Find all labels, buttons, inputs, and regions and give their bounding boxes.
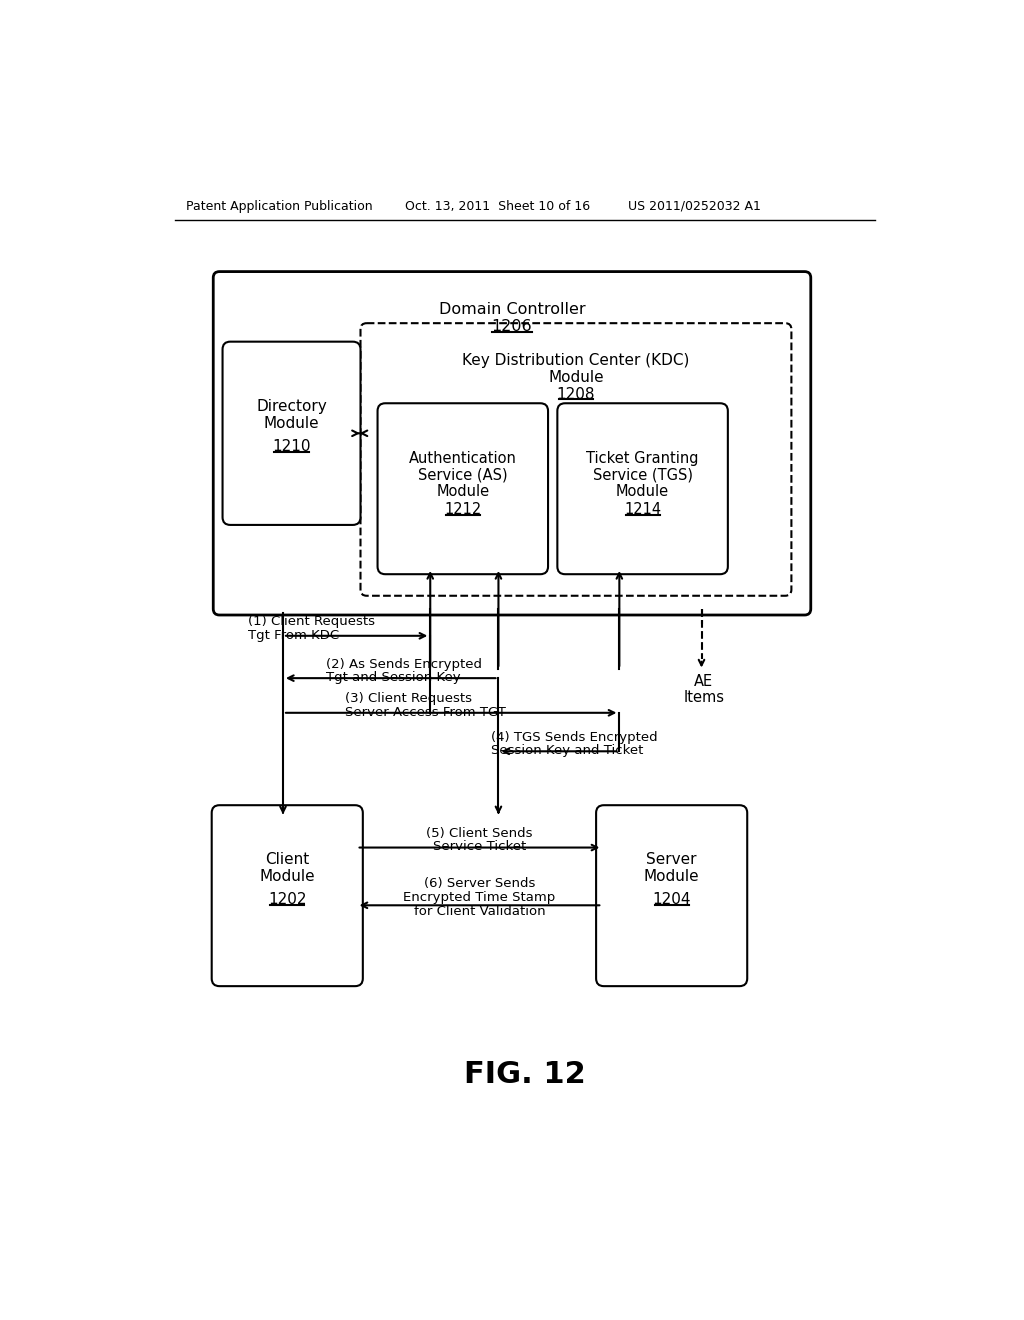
Text: (5) Client Sends: (5) Client Sends: [426, 828, 532, 841]
Text: Oct. 13, 2011  Sheet 10 of 16: Oct. 13, 2011 Sheet 10 of 16: [406, 199, 591, 213]
Text: Module: Module: [548, 370, 604, 384]
Text: 1212: 1212: [444, 502, 481, 517]
Text: Service Ticket: Service Ticket: [433, 841, 526, 853]
Text: Module: Module: [264, 416, 319, 430]
Text: (3) Client Requests: (3) Client Requests: [345, 693, 472, 705]
Text: FIG. 12: FIG. 12: [464, 1060, 586, 1089]
Text: AE: AE: [694, 675, 714, 689]
Text: Module: Module: [644, 869, 699, 883]
Text: (6) Server Sends: (6) Server Sends: [424, 878, 536, 890]
FancyBboxPatch shape: [222, 342, 360, 525]
Text: 1202: 1202: [268, 891, 306, 907]
FancyBboxPatch shape: [360, 323, 792, 595]
FancyBboxPatch shape: [557, 404, 728, 574]
FancyBboxPatch shape: [213, 272, 811, 615]
Text: Domain Controller: Domain Controller: [438, 302, 586, 317]
Text: Authentication: Authentication: [409, 451, 517, 466]
Text: US 2011/0252032 A1: US 2011/0252032 A1: [628, 199, 761, 213]
FancyBboxPatch shape: [212, 805, 362, 986]
Text: Directory: Directory: [256, 399, 327, 414]
Text: Items: Items: [683, 690, 724, 705]
Text: Server: Server: [646, 851, 697, 867]
Text: Service (AS): Service (AS): [418, 467, 508, 482]
Text: Module: Module: [259, 869, 315, 883]
Text: Client: Client: [265, 851, 309, 867]
Text: for Client Validation: for Client Validation: [414, 906, 545, 917]
Text: 1204: 1204: [652, 891, 691, 907]
FancyBboxPatch shape: [596, 805, 748, 986]
Text: Session Key and Ticket: Session Key and Ticket: [490, 744, 643, 758]
Text: Module: Module: [436, 483, 489, 499]
Text: Tgt and Session Key: Tgt and Session Key: [326, 671, 460, 684]
Text: 1210: 1210: [272, 438, 310, 454]
Text: (4) TGS Sends Encrypted: (4) TGS Sends Encrypted: [490, 731, 657, 744]
Text: (1) Client Requests: (1) Client Requests: [248, 615, 375, 628]
Text: Key Distribution Center (KDC): Key Distribution Center (KDC): [462, 352, 689, 368]
Text: 1206: 1206: [492, 318, 532, 334]
Text: Patent Application Publication: Patent Application Publication: [186, 199, 373, 213]
Text: Tgt From KDC: Tgt From KDC: [248, 628, 339, 642]
FancyBboxPatch shape: [378, 404, 548, 574]
Text: (2) As Sends Encrypted: (2) As Sends Encrypted: [326, 657, 481, 671]
Text: Ticket Granting: Ticket Granting: [587, 451, 698, 466]
Text: Server Access From TGT: Server Access From TGT: [345, 705, 506, 718]
Text: 1214: 1214: [624, 502, 662, 517]
Text: Module: Module: [616, 483, 669, 499]
Text: 1208: 1208: [557, 387, 595, 401]
Text: Encrypted Time Stamp: Encrypted Time Stamp: [403, 891, 556, 904]
Text: Service (TGS): Service (TGS): [593, 467, 692, 482]
